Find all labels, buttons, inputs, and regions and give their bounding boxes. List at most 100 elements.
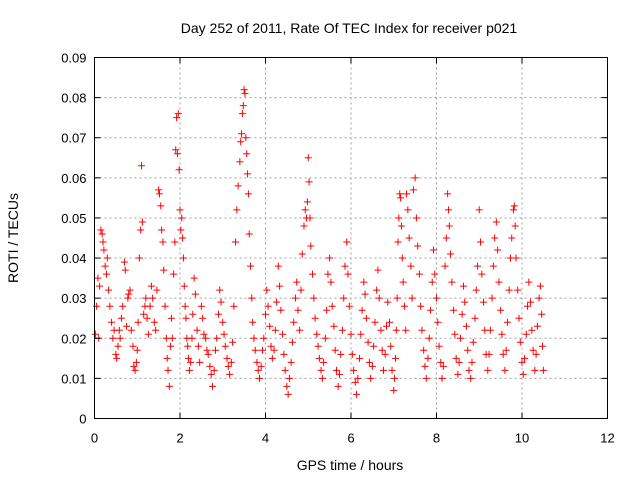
data-point-plus <box>398 254 406 262</box>
data-point-plus <box>182 314 190 322</box>
data-point-plus <box>140 310 148 318</box>
data-point-plus <box>168 334 176 342</box>
data-point-plus <box>238 130 246 138</box>
data-point-plus <box>253 358 261 366</box>
data-point-plus <box>171 238 179 246</box>
data-point-plus <box>529 346 537 354</box>
data-point-plus <box>411 174 419 182</box>
data-point-plus <box>324 270 332 278</box>
data-point-plus <box>516 338 524 346</box>
data-point-plus <box>430 246 438 254</box>
data-point-plus <box>256 374 264 382</box>
data-point-plus <box>397 194 405 202</box>
data-point-plus <box>434 318 442 326</box>
data-point-plus <box>450 306 458 314</box>
data-point-plus <box>194 342 202 350</box>
data-point-plus <box>365 358 373 366</box>
data-point-plus <box>462 322 470 330</box>
data-point-plus <box>214 310 222 318</box>
data-point-plus <box>283 382 291 390</box>
data-point-plus <box>176 206 184 214</box>
data-point-plus <box>501 366 509 374</box>
data-point-plus <box>108 318 116 326</box>
data-point-plus <box>320 358 328 366</box>
data-point-plus <box>528 326 536 334</box>
data-point-plus <box>448 278 456 286</box>
data-point-plus <box>474 262 482 270</box>
data-point-plus <box>113 354 121 362</box>
data-point-plus <box>181 302 189 310</box>
data-point-plus <box>241 90 249 98</box>
data-point-plus <box>468 358 476 366</box>
data-point-plus <box>456 334 464 342</box>
data-point-plus <box>321 334 329 342</box>
data-point-plus <box>356 354 364 362</box>
data-point-plus <box>347 330 355 338</box>
data-point-plus <box>391 374 399 382</box>
data-point-plus <box>374 266 382 274</box>
data-point-plus <box>206 362 214 370</box>
data-point-plus <box>459 282 467 290</box>
data-point-plus <box>293 278 301 286</box>
data-point-plus <box>254 366 262 374</box>
data-point-plus <box>137 226 145 234</box>
data-point-plus <box>291 294 299 302</box>
axis-ticks <box>94 57 608 419</box>
data-point-plus <box>409 186 417 194</box>
data-point-plus <box>129 342 137 350</box>
data-point-plus <box>391 354 399 362</box>
data-point-plus <box>475 206 483 214</box>
data-point-plus <box>251 346 259 354</box>
data-point-plus <box>223 354 231 362</box>
data-point-plus <box>277 306 285 314</box>
data-point-plus <box>525 278 533 286</box>
data-point-plus <box>377 326 385 334</box>
data-point-plus <box>382 322 390 330</box>
data-point-plus <box>177 226 185 234</box>
x-tick-label: 10 <box>515 431 529 446</box>
data-point-plus <box>306 214 314 222</box>
data-point-plus <box>155 190 163 198</box>
data-point-plus <box>494 246 502 254</box>
data-point-plus <box>296 326 304 334</box>
data-point-plus <box>288 338 296 346</box>
data-point-plus <box>284 390 292 398</box>
data-point-plus <box>298 250 306 258</box>
data-point-plus <box>191 290 199 298</box>
y-tick-label: 0.04 <box>61 251 86 266</box>
data-point-plus <box>412 214 420 222</box>
data-point-plus <box>190 274 198 282</box>
data-point-plus <box>311 314 319 322</box>
data-point-plus <box>489 262 497 270</box>
data-point-plus <box>97 226 105 234</box>
data-point-plus <box>109 334 117 342</box>
data-point-plus <box>492 218 500 226</box>
data-point-plus <box>132 358 140 366</box>
data-point-plus <box>387 342 395 350</box>
data-point-plus <box>155 186 163 194</box>
data-point-plus <box>227 358 235 366</box>
data-point-plus <box>281 366 289 374</box>
data-point-plus <box>323 306 331 314</box>
data-point-plus <box>441 262 449 270</box>
data-point-plus <box>250 334 258 342</box>
data-point-plus <box>480 298 488 306</box>
data-point-plus <box>121 266 129 274</box>
data-point-plus <box>263 286 271 294</box>
data-point-plus <box>167 342 175 350</box>
data-point-plus <box>189 310 197 318</box>
data-point-plus <box>384 298 392 306</box>
data-point-plus <box>158 226 166 234</box>
data-point-plus <box>260 334 268 342</box>
data-point-plus <box>224 362 232 370</box>
chart-title: Day 252 of 2011, Rate Of TEC Index for r… <box>181 20 518 36</box>
data-point-plus <box>124 294 132 302</box>
data-point-plus <box>213 334 221 342</box>
data-point-plus <box>159 238 167 246</box>
data-point-plus <box>271 326 279 334</box>
data-point-plus <box>233 206 241 214</box>
x-tick-labels: 0 2 4 6 8 10 12 <box>91 431 615 446</box>
data-point-plus <box>519 370 527 378</box>
data-point-plus <box>100 246 108 254</box>
data-point-plus <box>237 138 245 146</box>
